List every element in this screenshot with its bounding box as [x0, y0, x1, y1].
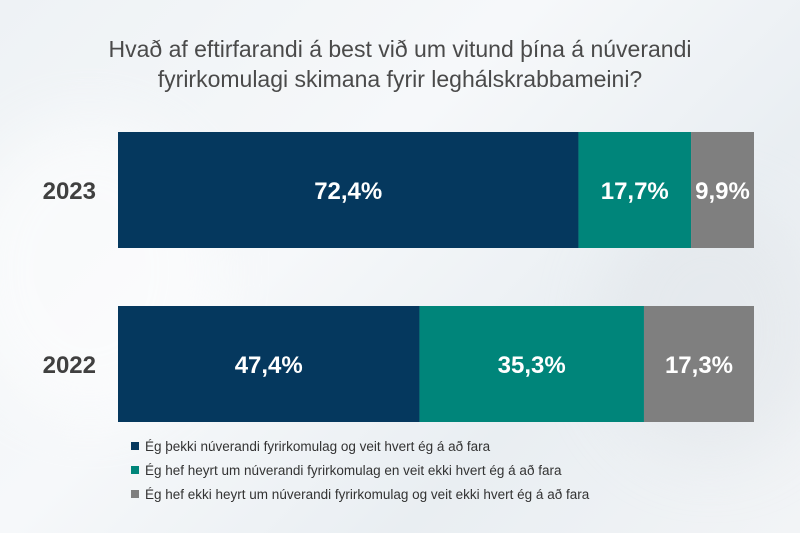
legend-label-1: Ég þekki núverandi fyrirkomulag og veit … [145, 438, 491, 454]
data-label-2023-series-3: 9,9% [695, 178, 750, 205]
bar-segment-2022-series-1 [118, 306, 420, 422]
chart-title-line-1: Hvað af eftirfarandi á best við um vitun… [108, 36, 692, 62]
data-label-2022-series-1: 47,4% [235, 352, 303, 379]
chart-legend: Ég þekki núverandi fyrirkomulag og veit … [131, 434, 751, 506]
legend-swatch-2 [131, 466, 139, 474]
legend-item-3: Ég hef ekki heyrt um núverandi fyrirkomu… [131, 482, 751, 506]
data-label-2022-series-3: 17,3% [665, 352, 733, 379]
bar-segment-2022-series-3 [643, 306, 754, 422]
legend-item-2: Ég hef heyrt um núverandi fyrirkomulag e… [131, 458, 751, 482]
legend-swatch-3 [131, 490, 139, 498]
data-label-2023-series-1: 72,4% [314, 178, 382, 205]
chart-title-line-2: fyrirkomulagi skimana fyrir leghálskrabb… [157, 66, 643, 92]
bar-segment-2023-series-3 [691, 132, 754, 248]
legend-label-3: Ég hef ekki heyrt um núverandi fyrirkomu… [145, 486, 590, 502]
legend-label-2: Ég hef heyrt um núverandi fyrirkomulag e… [145, 462, 562, 478]
legend-item-1: Ég þekki núverandi fyrirkomulag og veit … [131, 434, 751, 458]
bar-segment-2023-series-2 [578, 132, 692, 248]
category-label: 2023 [43, 178, 96, 205]
data-label-2022-series-2: 35,3% [498, 352, 566, 379]
legend-swatch-1 [131, 442, 139, 450]
chart-title: Hvað af eftirfarandi á best við um vitun… [40, 34, 760, 94]
data-label-2023-series-2: 17,7% [601, 178, 669, 205]
bar-segment-2023-series-1 [118, 132, 579, 248]
bar-segment-2022-series-2 [419, 306, 644, 422]
category-label: 2022 [43, 352, 96, 379]
